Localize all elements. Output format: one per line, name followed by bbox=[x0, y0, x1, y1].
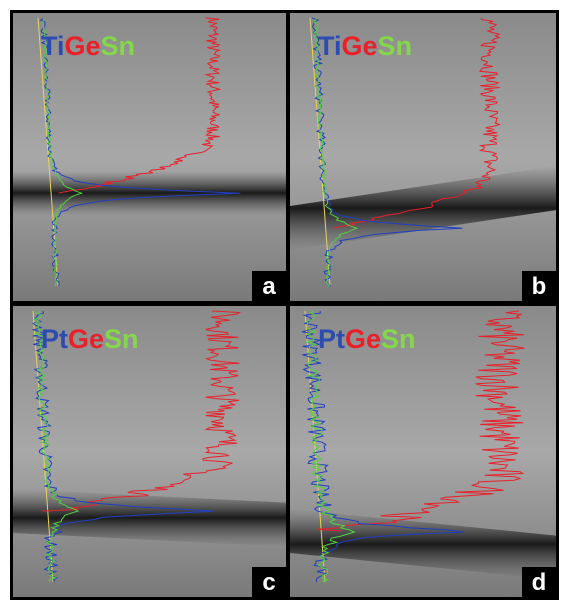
element-label: Ti bbox=[41, 31, 65, 61]
line-scan bbox=[301, 311, 464, 583]
micrograph bbox=[13, 306, 286, 597]
micrograph bbox=[13, 13, 286, 301]
element-label: Ge bbox=[342, 31, 378, 61]
panel: TiGeSn a bbox=[13, 13, 286, 301]
panel-label-box bbox=[252, 567, 286, 597]
panel: PtGeSn d bbox=[290, 306, 556, 597]
element-label: Ti bbox=[318, 31, 342, 61]
line-scan bbox=[305, 310, 356, 583]
line-scan bbox=[42, 17, 84, 287]
line-scan bbox=[333, 17, 501, 229]
element-label: Pt bbox=[318, 324, 345, 354]
panel-label: d bbox=[532, 569, 547, 596]
panel-label-box bbox=[522, 271, 556, 301]
panel: TiGeSn b bbox=[290, 13, 556, 301]
element-label: Ge bbox=[345, 324, 381, 354]
trench bbox=[290, 509, 556, 580]
element-labels: PtGeSn bbox=[41, 324, 139, 354]
element-label: Ge bbox=[68, 324, 104, 354]
panel-label-box bbox=[252, 271, 286, 301]
line-scan bbox=[311, 17, 463, 287]
element-label: Pt bbox=[41, 324, 68, 354]
trench bbox=[13, 489, 286, 547]
trench bbox=[13, 171, 286, 215]
line-scan bbox=[31, 310, 215, 583]
panel-label-box bbox=[522, 567, 556, 597]
panel-label: c bbox=[262, 569, 275, 596]
element-label: Sn bbox=[101, 31, 136, 61]
element-labels: TiGeSn bbox=[41, 31, 135, 61]
element-label: Sn bbox=[104, 324, 139, 354]
line-scan bbox=[58, 17, 222, 194]
element-label: Ge bbox=[65, 31, 101, 61]
line-scan bbox=[316, 310, 525, 532]
panel-label: a bbox=[262, 273, 276, 300]
panel-label: b bbox=[532, 273, 547, 300]
line-scan bbox=[41, 310, 242, 512]
line-scan bbox=[33, 310, 80, 583]
micrograph bbox=[290, 13, 556, 301]
element-labels: TiGeSn bbox=[318, 31, 412, 61]
panel: PtGeSn c bbox=[13, 306, 286, 597]
element-label: Sn bbox=[381, 324, 416, 354]
element-label: Sn bbox=[378, 31, 413, 61]
line-scan bbox=[39, 17, 241, 287]
line-scan bbox=[312, 17, 359, 287]
element-labels: PtGeSn bbox=[318, 324, 416, 354]
